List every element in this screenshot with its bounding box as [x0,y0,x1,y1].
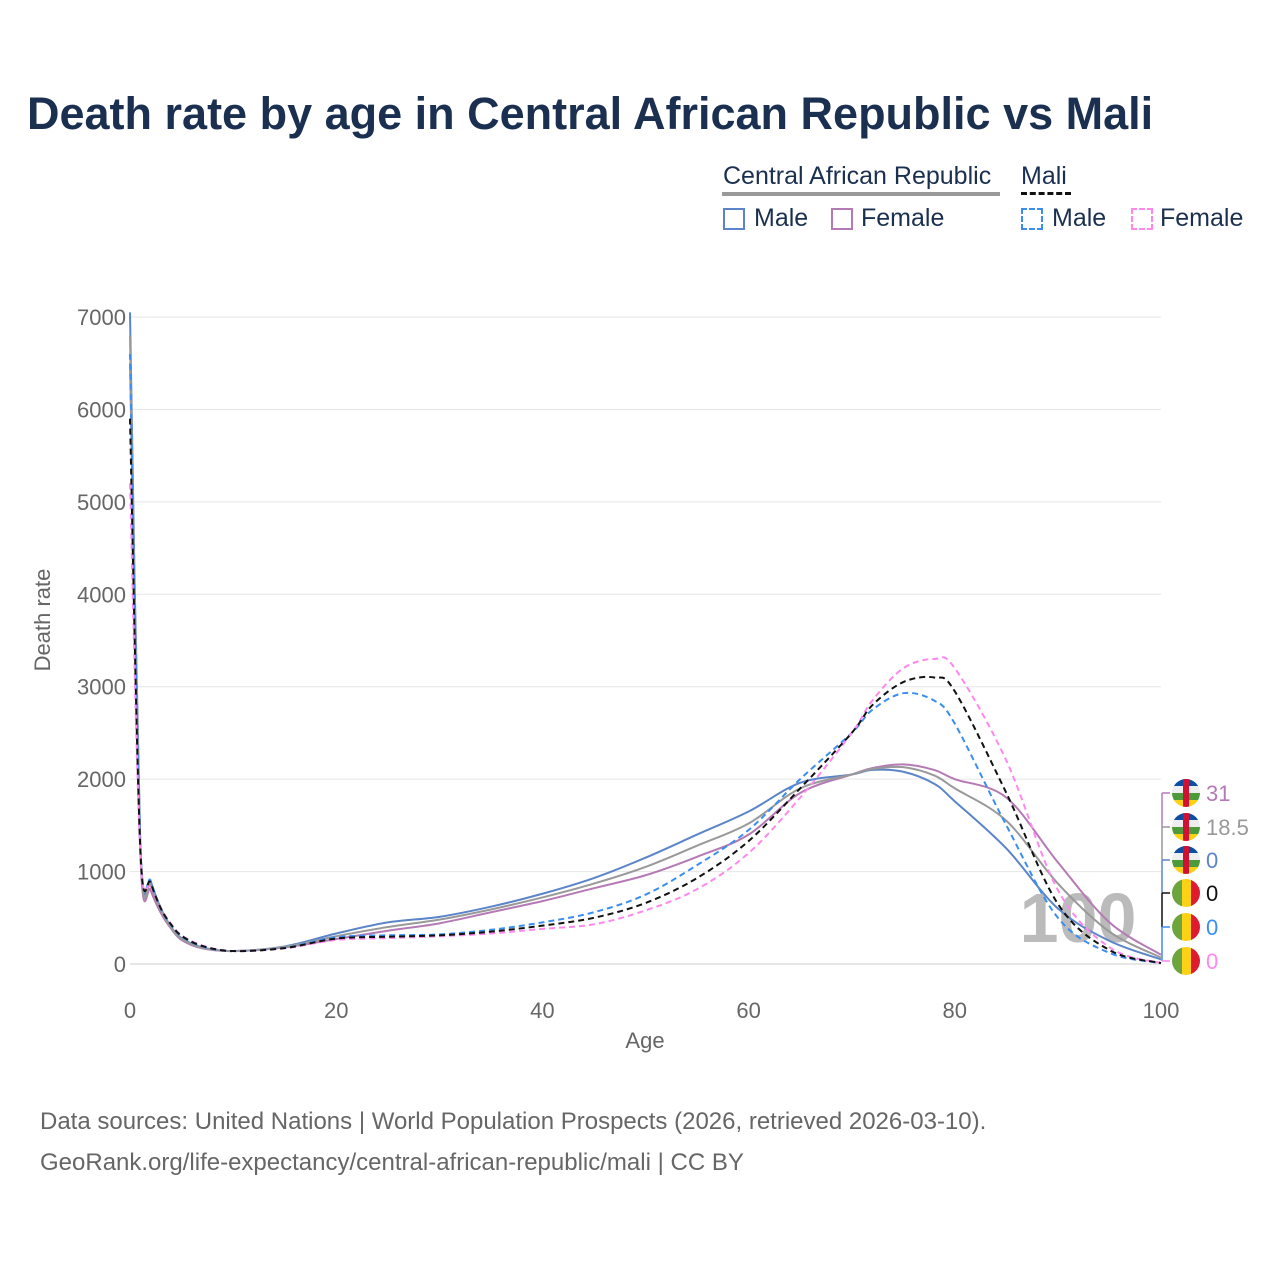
legend-mali-female[interactable]: Female [1160,204,1244,232]
footer-link[interactable]: GeoRank.org/life-expectancy/central-afri… [40,1149,744,1176]
legend-mali-line [1021,192,1071,195]
x-tick-label: 40 [530,998,554,1023]
series-line-central-african-republic [129,335,1162,959]
legend-car-male-swatch[interactable] [723,208,745,230]
y-tick-label: 1000 [77,860,126,885]
end-value-label: 0 [1206,881,1218,906]
end-value-label: 0 [1206,949,1218,974]
chart-title: Death rate by age in Central African Rep… [27,88,1154,139]
end-value-label: 0 [1206,915,1218,940]
x-tick-label: 0 [124,998,136,1023]
x-axis-label: Age [625,1028,664,1053]
series-line-central-african-republic-female [129,363,1162,956]
footer-sources: Data sources: United Nations | World Pop… [40,1108,987,1135]
car-flag-icon [1172,813,1200,841]
y-tick-label: 0 [114,952,126,977]
y-tick-label: 3000 [77,675,126,700]
legend-car-female[interactable]: Female [861,204,945,232]
car-flag-icon [1172,779,1200,807]
end-value-label: 0 [1206,848,1218,873]
y-tick-label: 6000 [77,397,126,422]
y-axis-label: Death rate [30,569,55,672]
y-tick-label: 4000 [77,582,126,607]
legend-mali-male-swatch[interactable] [1021,208,1043,230]
legend-car-male[interactable]: Male [754,204,809,232]
legend-mali-female-swatch[interactable] [1131,208,1153,230]
legend-group-car: Central African Republic [723,162,992,190]
car-flag-icon [1172,846,1200,874]
mali-flag-icon [1172,913,1200,941]
end-value-label: 31 [1206,781,1230,806]
x-tick-label: 20 [324,998,348,1023]
x-tick-label: 100 [1143,998,1180,1023]
y-tick-label: 7000 [77,305,126,330]
end-value-label: 18.5 [1206,815,1249,840]
mali-flag-icon [1172,879,1200,907]
mali-flag-icon [1172,947,1200,975]
series-line-mali [129,418,1162,965]
legend-car-line [722,192,1000,196]
series-line-mali-female [129,483,1162,965]
legend-group-mali: Mali [1021,162,1067,190]
y-tick-label: 5000 [77,490,126,515]
x-tick-label: 80 [943,998,967,1023]
y-tick-label: 2000 [77,767,126,792]
x-tick-label: 60 [736,998,760,1023]
legend-car-female-swatch[interactable] [831,208,853,230]
legend-mali-male[interactable]: Male [1052,204,1107,232]
